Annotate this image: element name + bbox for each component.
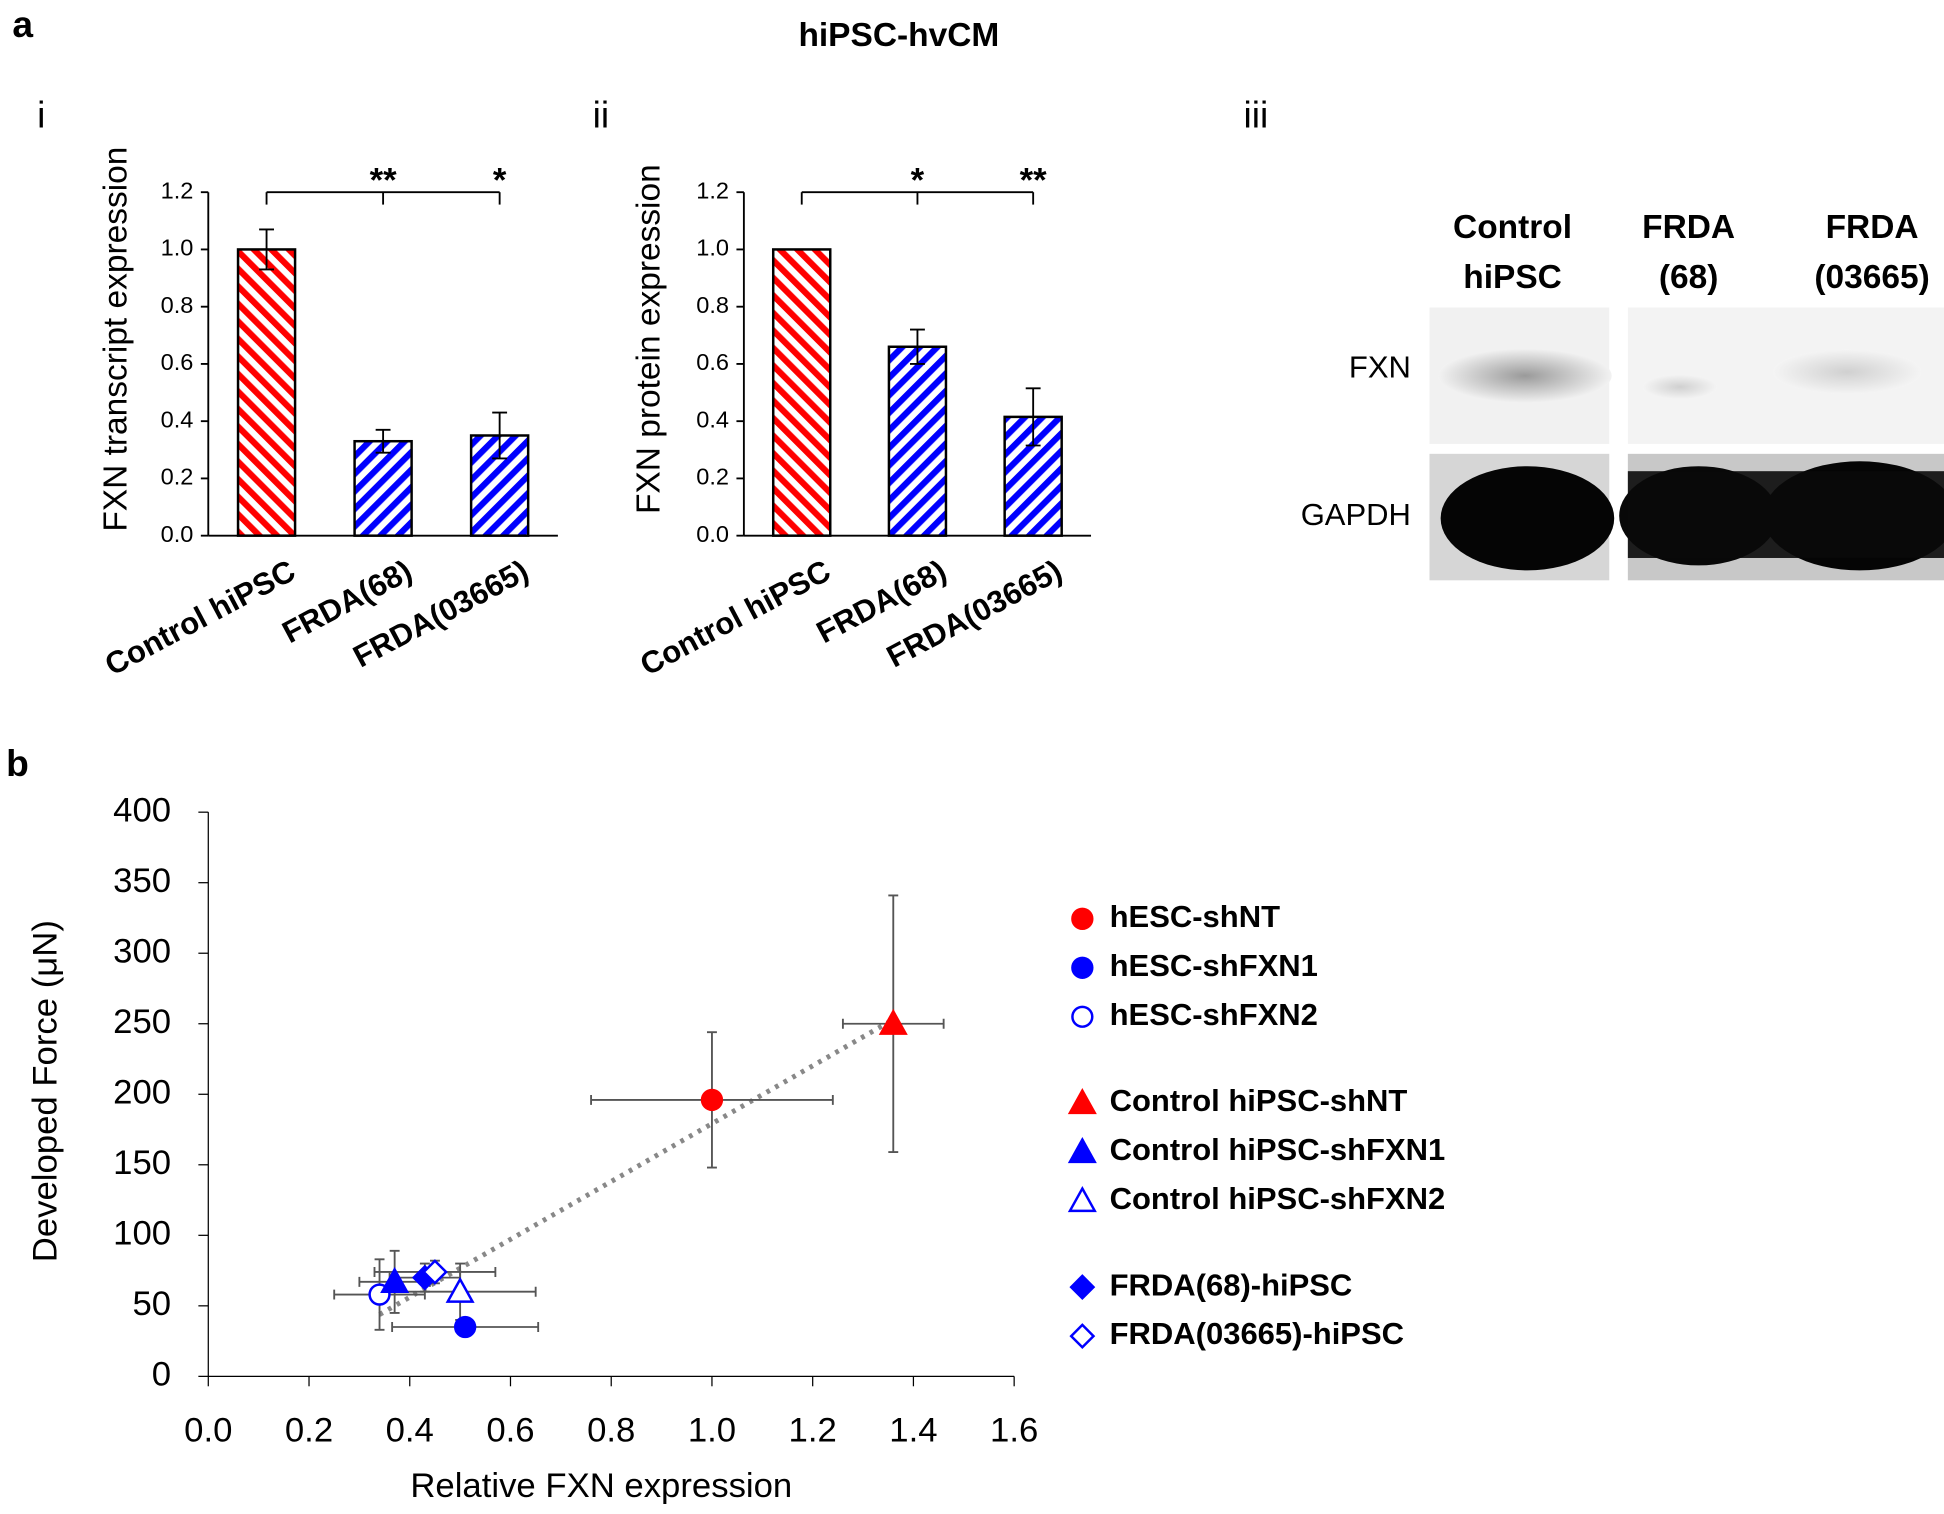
error-bar bbox=[1025, 387, 1041, 447]
error-bar bbox=[492, 411, 508, 460]
x-tick-label: 1.4 bbox=[889, 1411, 937, 1449]
x-tick-label: Control hiPSC bbox=[634, 553, 836, 683]
panel-label: a bbox=[12, 3, 33, 45]
significance-label: * bbox=[911, 161, 925, 199]
legend-label: FRDA(68)-hiPSC bbox=[1110, 1267, 1353, 1302]
y-tick-label: 150 bbox=[113, 1144, 171, 1182]
legend-label: Control hiPSC-shFXN2 bbox=[1110, 1181, 1446, 1216]
legend-marker bbox=[1067, 1185, 1097, 1213]
marker bbox=[700, 1088, 724, 1112]
figure-title: hiPSC-hvCM bbox=[798, 17, 999, 54]
y-tick-label: 0.0 bbox=[696, 521, 729, 547]
legend-label: Control hiPSC-shNT bbox=[1110, 1083, 1408, 1118]
y-tick-label: 0.2 bbox=[161, 464, 194, 490]
bar bbox=[353, 439, 413, 537]
y-tick-label: 100 bbox=[113, 1214, 171, 1252]
row-label: FXN bbox=[1349, 350, 1411, 385]
y-tick-label: 0.6 bbox=[161, 349, 194, 375]
y-tick-label: 0.4 bbox=[161, 406, 194, 432]
y-tick-label: 1.2 bbox=[696, 177, 729, 203]
y-tick-label: 50 bbox=[132, 1285, 171, 1323]
lane-label: FRDA bbox=[1826, 209, 1919, 246]
marker bbox=[380, 1266, 410, 1294]
x-tick-label: 0.8 bbox=[587, 1411, 635, 1449]
y-tick-label: 300 bbox=[113, 932, 171, 970]
error-bar bbox=[259, 228, 274, 271]
y-tick-label: 400 bbox=[113, 791, 171, 829]
trend-line bbox=[378, 1017, 895, 1317]
x-tick-label: 1.0 bbox=[688, 1411, 736, 1449]
legend-marker bbox=[1071, 907, 1094, 930]
legend-marker bbox=[1067, 1087, 1097, 1115]
y-tick-label: 200 bbox=[113, 1073, 171, 1111]
legend-marker bbox=[1067, 1136, 1097, 1164]
y-tick-label: 1.0 bbox=[696, 235, 729, 261]
significance-label: * bbox=[493, 161, 507, 199]
y-tick-label: 1.0 bbox=[161, 235, 194, 261]
x-tick-label: 0.4 bbox=[386, 1411, 434, 1449]
lane-label: Control bbox=[1453, 209, 1572, 246]
significance-label: ** bbox=[370, 161, 398, 199]
legend-label: FRDA(03665)-hiPSC bbox=[1110, 1316, 1404, 1351]
y-tick-label: 350 bbox=[113, 862, 171, 900]
lane-label: (03665) bbox=[1814, 259, 1929, 296]
marker bbox=[445, 1276, 475, 1303]
y-tick-label: 0.8 bbox=[696, 292, 729, 318]
bar bbox=[771, 248, 832, 537]
row-label: GAPDH bbox=[1301, 497, 1411, 532]
marker bbox=[878, 1008, 908, 1035]
marker bbox=[422, 1259, 448, 1285]
y-tick-label: 1.2 bbox=[161, 177, 194, 203]
lane-label: hiPSC bbox=[1463, 259, 1562, 296]
error-bar bbox=[910, 328, 925, 365]
y-tick-label: 0 bbox=[152, 1356, 171, 1394]
y-tick-label: 0.2 bbox=[696, 464, 729, 490]
legend-marker bbox=[1071, 1005, 1094, 1028]
legend-label: hESC-shFXN2 bbox=[1110, 997, 1318, 1032]
x-tick-label: 1.6 bbox=[990, 1411, 1038, 1449]
y-axis-label: Developed Force (μN) bbox=[26, 920, 64, 1262]
bar bbox=[236, 248, 297, 537]
y-tick-label: 0.6 bbox=[696, 349, 729, 375]
y-tick-label: 250 bbox=[113, 1003, 171, 1041]
legend-marker bbox=[1069, 1323, 1096, 1349]
x-tick-label: 0.0 bbox=[184, 1411, 232, 1449]
legend-marker bbox=[1071, 956, 1094, 979]
y-axis-label: FXN transcript expression bbox=[98, 147, 135, 532]
blot-image bbox=[1429, 307, 1944, 581]
error-bar bbox=[375, 428, 391, 454]
subpanel-label: iii bbox=[1244, 94, 1269, 136]
x-tick-label: 0.6 bbox=[486, 1411, 534, 1449]
x-axis-label: Relative FXN expression bbox=[410, 1467, 792, 1505]
subpanel-label: ii bbox=[593, 94, 610, 136]
y-tick-label: 0.0 bbox=[161, 521, 194, 547]
legend-label: hESC-shNT bbox=[1110, 899, 1280, 934]
legend-marker bbox=[1069, 1274, 1096, 1300]
y-tick-label: 0.4 bbox=[696, 406, 729, 432]
bar bbox=[887, 345, 948, 537]
lane-label: (68) bbox=[1659, 259, 1719, 296]
y-tick-label: 0.8 bbox=[161, 292, 194, 318]
significance-label: ** bbox=[1020, 161, 1048, 199]
marker bbox=[453, 1315, 477, 1339]
x-tick-label: 1.2 bbox=[789, 1411, 837, 1449]
x-tick-label: 0.2 bbox=[285, 1411, 333, 1449]
y-axis-label: FXN protein expression bbox=[631, 164, 668, 514]
lane-label: FRDA bbox=[1642, 209, 1735, 246]
x-tick-label: Control hiPSC bbox=[99, 553, 301, 683]
panel-label: b bbox=[6, 742, 29, 784]
subpanel-label: i bbox=[37, 94, 45, 136]
legend-label: hESC-shFXN1 bbox=[1110, 948, 1318, 983]
legend-label: Control hiPSC-shFXN1 bbox=[1110, 1132, 1446, 1167]
